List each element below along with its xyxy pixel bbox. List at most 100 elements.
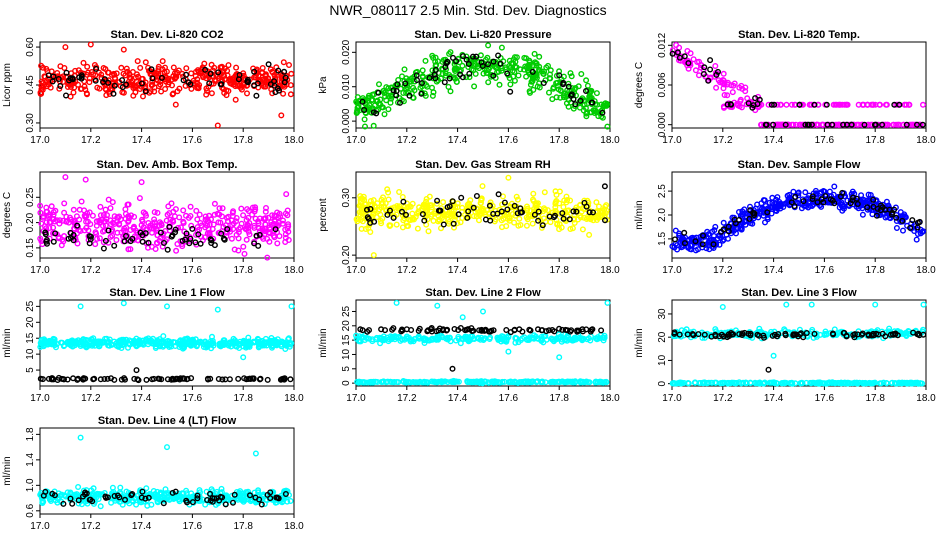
x-tick-label: 17.0 [662, 265, 682, 276]
data-point [123, 65, 130, 72]
data-point [486, 202, 493, 209]
data-point [285, 221, 292, 228]
y-tick-label: 25 [25, 300, 36, 312]
data-point [559, 210, 566, 217]
data-point [65, 235, 72, 242]
outlier-point [214, 306, 221, 313]
plot-frame [355, 41, 611, 129]
data-point [142, 230, 149, 237]
data-point [403, 335, 410, 342]
data-point [581, 199, 588, 206]
data-point [109, 232, 116, 239]
data-point [550, 84, 557, 91]
data-point [111, 74, 118, 81]
data-point [176, 214, 183, 221]
series-points [37, 434, 294, 510]
data-point [157, 229, 164, 236]
data-point [752, 95, 759, 102]
data-point [155, 68, 162, 75]
data-point [485, 61, 492, 68]
outlier-point [138, 179, 145, 186]
data-point [193, 207, 200, 214]
data-point [761, 334, 768, 341]
data-point [565, 378, 572, 385]
data-point [541, 68, 548, 75]
data-point [854, 200, 861, 207]
data-point [185, 79, 192, 86]
data-point [833, 101, 840, 108]
data-point [40, 214, 47, 221]
data-point [93, 230, 100, 237]
data-point [102, 237, 109, 244]
data-point [872, 121, 879, 128]
data-point [806, 192, 813, 199]
data-point [90, 376, 97, 383]
data-point [150, 375, 157, 382]
data-point [281, 68, 288, 75]
data-point [891, 206, 898, 213]
data-point [768, 101, 775, 108]
data-point [97, 503, 104, 510]
data-point [237, 494, 244, 501]
data-point [44, 240, 51, 247]
data-point [883, 101, 890, 108]
data-point [164, 376, 171, 383]
data-point [453, 58, 460, 65]
data-point [697, 380, 704, 387]
x-tick-label: 17.4 [764, 265, 784, 276]
data-point [728, 330, 735, 337]
data-point [373, 336, 380, 343]
data-point [262, 216, 269, 223]
data-point [454, 220, 461, 227]
y-tick-label: 0.30 [25, 113, 36, 133]
data-point [244, 76, 251, 83]
data-point [145, 239, 152, 246]
data-point [814, 199, 821, 206]
data-point [363, 379, 370, 386]
data-point [194, 495, 201, 502]
data-point [459, 204, 466, 211]
data-point [353, 332, 360, 339]
data-point [536, 205, 543, 212]
data-point [282, 210, 289, 217]
data-point [204, 376, 211, 383]
data-point [380, 194, 387, 201]
data-point [161, 492, 168, 499]
data-point [215, 69, 222, 76]
data-point [563, 199, 570, 206]
data-point [696, 58, 703, 65]
data-point [39, 86, 46, 93]
data-point [111, 71, 118, 78]
data-point [87, 221, 94, 228]
y-tick-label: 10 [25, 348, 36, 360]
data-point [440, 199, 447, 206]
data-point [107, 205, 114, 212]
data-point [435, 378, 442, 385]
x-tick-label: 17.8 [865, 393, 885, 404]
data-point [78, 72, 85, 79]
data-point [103, 92, 110, 99]
data-point [754, 331, 761, 338]
data-point [125, 340, 132, 347]
data-point [568, 91, 575, 98]
x-tick-label: 17.2 [397, 265, 417, 276]
data-point [507, 81, 514, 88]
data-point [419, 73, 426, 80]
data-point [440, 221, 447, 228]
data-point [386, 222, 393, 229]
data-point [747, 203, 754, 210]
data-point [271, 220, 278, 227]
data-point [188, 70, 195, 77]
data-point [598, 327, 605, 334]
data-point [438, 225, 445, 232]
data-point [739, 211, 746, 218]
data-point [287, 91, 294, 98]
data-point [149, 78, 156, 85]
data-point [564, 327, 571, 334]
data-point [71, 217, 78, 224]
data-point [230, 208, 237, 215]
data-point [139, 218, 146, 225]
data-point [688, 235, 695, 242]
data-point [100, 211, 107, 218]
data-point [841, 329, 848, 336]
